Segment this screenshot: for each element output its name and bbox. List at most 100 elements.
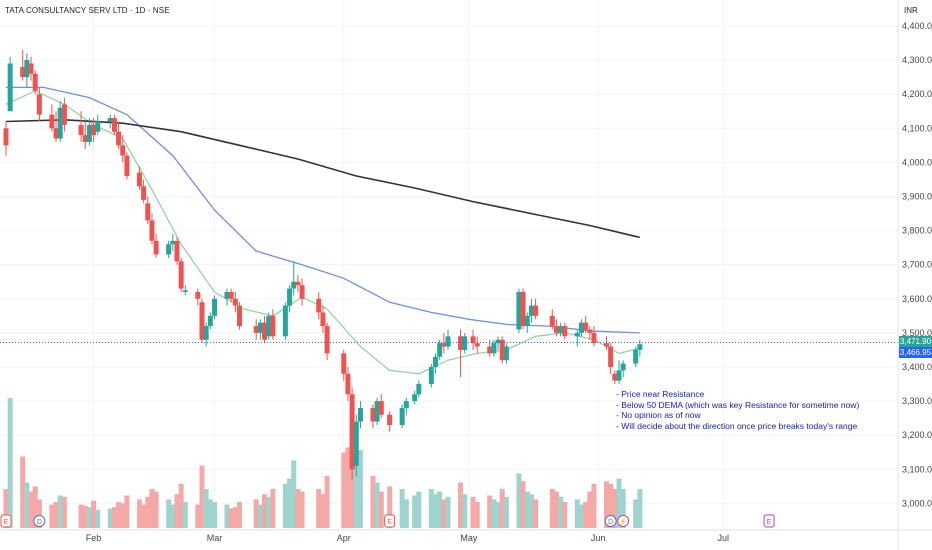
- x-tick-label: Jun: [591, 533, 606, 543]
- candle-body: [487, 346, 493, 354]
- current-price-tag: 3,466.95: [899, 347, 932, 359]
- event-markers: E D E D ⚡ E: [0, 514, 775, 528]
- candle-body: [174, 240, 180, 262]
- volume-bar: [374, 482, 380, 528]
- annotation-line: - Below 50 DEMA (which was key Resistanc…: [616, 399, 860, 410]
- volume-bar: [28, 491, 34, 528]
- y-tick-label: 3,900.00: [902, 192, 932, 202]
- volume-bar: [470, 496, 476, 528]
- candle-body: [182, 290, 188, 292]
- candle-body: [53, 128, 59, 139]
- candle-body: [7, 63, 13, 112]
- volume-bar: [583, 502, 589, 528]
- volume-bar: [228, 508, 234, 528]
- candle-body: [116, 131, 122, 146]
- volume-bar: [399, 489, 405, 528]
- currency-label: INR: [904, 6, 918, 15]
- y-tick-label: 3,200.00: [902, 430, 932, 440]
- volume-bar: [637, 489, 643, 528]
- volume-bar: [412, 495, 418, 528]
- volume-bar: [524, 491, 530, 528]
- candle-body: [587, 329, 593, 333]
- earnings-marker-icon: [763, 514, 775, 528]
- volume-bar: [178, 483, 184, 528]
- x-tick-label: Mar: [207, 533, 223, 543]
- symbol-title: TATA CONSULTANCY SERV LTD · 1D · NSE: [5, 6, 170, 15]
- candle-body: [166, 244, 172, 255]
- volume-bar: [458, 482, 464, 528]
- y-tick-label: 3,100.00: [902, 464, 932, 474]
- volume-bar: [257, 504, 263, 528]
- annotation-text: - Price near Resistance - Below 50 DEMA …: [616, 389, 859, 431]
- marker-letter: E: [767, 519, 772, 526]
- x-tick-label: Apr: [337, 533, 351, 543]
- candle-body: [578, 322, 584, 333]
- y-tick-label: 4,300.00: [902, 55, 932, 65]
- volume-bar: [262, 494, 268, 528]
- volume-bar: [20, 456, 26, 528]
- volume-bar: [107, 508, 113, 528]
- volume-bar: [633, 499, 639, 528]
- candle-body: [86, 124, 92, 142]
- candle-body: [36, 94, 42, 115]
- volume-bar: [232, 507, 238, 528]
- volume-bar: [170, 504, 176, 528]
- candle-body: [153, 240, 159, 255]
- candle-body: [124, 155, 130, 177]
- volume-bar: [266, 496, 272, 528]
- volume-bar: [36, 499, 42, 528]
- dividend-marker-icon: [604, 515, 617, 527]
- candle-body: [207, 315, 213, 327]
- candle-body: [562, 326, 568, 337]
- candle-body: [91, 124, 97, 136]
- candle-body: [549, 315, 555, 327]
- candle-body: [320, 312, 326, 327]
- candle-body: [399, 407, 405, 425]
- y-tick-label: 4,400.00: [902, 21, 932, 31]
- volume-bar: [32, 486, 38, 528]
- volume-bar: [433, 494, 439, 528]
- candle-body: [516, 291, 522, 330]
- candle-body: [603, 343, 609, 347]
- candle-body: [491, 343, 497, 354]
- last-price-tag: 3,471.90: [899, 336, 932, 348]
- volume-bar: [416, 491, 422, 528]
- candle-body: [212, 298, 217, 316]
- candle-body: [170, 240, 176, 245]
- volume-bar: [378, 491, 384, 528]
- candle-body: [287, 288, 293, 306]
- volume-bar: [195, 504, 201, 528]
- candle-body: [520, 291, 526, 327]
- candle-body: [107, 118, 113, 122]
- marker-letter: D: [608, 519, 613, 526]
- marker-letter: D: [37, 519, 42, 526]
- volume-bar: [61, 496, 67, 528]
- marker-letter: ⚡: [619, 517, 628, 526]
- candle-body: [49, 114, 55, 129]
- volume-bar: [253, 499, 259, 528]
- volume-bar: [445, 496, 451, 528]
- volume-bar: [24, 482, 30, 528]
- candle-body: [324, 326, 330, 354]
- candle-body: [345, 373, 351, 395]
- candle-body: [533, 305, 539, 316]
- volume-bar: [558, 496, 564, 528]
- volume-bar: [86, 507, 92, 528]
- candle-body: [228, 291, 234, 299]
- candle-body: [253, 326, 259, 333]
- candle-body: [82, 135, 88, 142]
- volume-bar: [120, 503, 126, 528]
- volume-bar: [345, 447, 351, 528]
- volume-bar: [49, 504, 55, 528]
- y-tick-label: 3,500.00: [902, 328, 932, 338]
- volume-bar: [141, 504, 147, 528]
- volume-bar: [287, 478, 293, 528]
- volume-bar: [3, 489, 9, 528]
- volume-bar: [603, 481, 609, 528]
- candle-body: [295, 281, 301, 286]
- moving-average-line: [6, 86, 640, 334]
- y-tick-label: 3,700.00: [902, 260, 932, 270]
- candle-body: [232, 298, 238, 306]
